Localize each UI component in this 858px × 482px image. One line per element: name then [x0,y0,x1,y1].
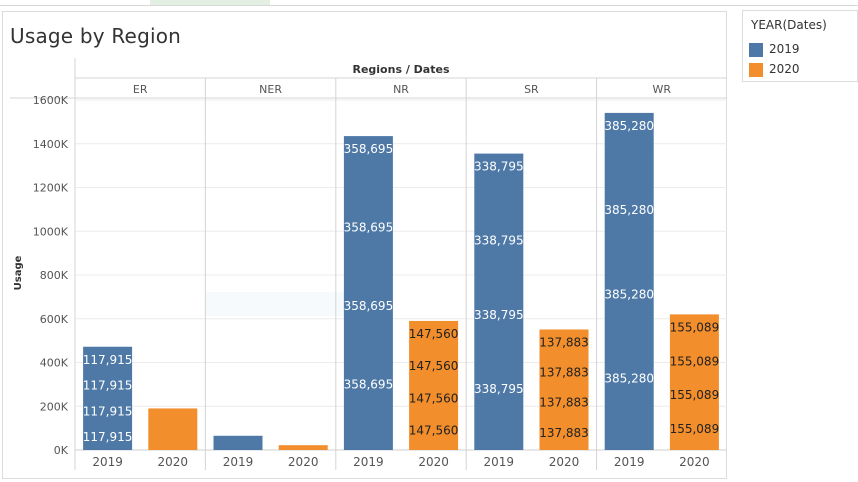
data-label: 117,915 [83,430,133,444]
data-label: 338,795 [474,382,524,396]
top-strip [0,0,858,6]
data-label: 155,089 [670,354,720,368]
data-label: 358,695 [344,378,394,392]
y-tick-label: 1600K [33,94,69,107]
x-tick-label: 2020 [549,455,580,469]
legend-swatch-2019 [749,43,763,57]
y-tick-label: 600K [40,313,69,326]
data-label: 117,915 [83,404,133,418]
y-tick-label: 800K [40,269,69,282]
data-label: 155,089 [670,422,720,436]
bar-er-2019 [83,346,133,450]
faded-tooltip-overlay [205,292,371,316]
data-label: 137,883 [539,335,589,349]
chart-title: Usage by Region [10,24,182,48]
data-label: 358,695 [344,221,394,235]
top-divider [0,5,858,6]
legend-title: YEAR(Dates) [751,18,827,32]
x-tick-label: 2020 [418,455,449,469]
data-label: 385,280 [604,119,654,133]
data-label: 147,560 [409,424,459,438]
data-label: 117,915 [83,353,133,367]
region-header-nr: NR [393,83,409,96]
data-label: 147,560 [409,359,459,373]
y-tick-label: 0K [54,444,69,457]
data-label: 155,089 [670,388,720,402]
region-header-ner: NER [259,83,282,96]
data-label: 338,795 [474,234,524,248]
region-header-wr: WR [653,83,672,96]
y-tick-label: 400K [40,357,69,370]
bar-wr-2019 [604,112,654,450]
x-tick-label: 2020 [679,455,710,469]
legend-panel: YEAR(Dates) 2019 2020 [742,10,858,82]
data-label: 385,280 [604,287,654,301]
region-header-sr: SR [524,83,539,96]
data-label: 137,883 [539,426,589,440]
x-tick-label: 2020 [158,455,189,469]
data-label: 358,695 [344,142,394,156]
bar-nr-2020 [409,320,459,450]
bar-ner-2019 [213,435,263,450]
x-tick-label: 2020 [288,455,319,469]
y-axis-title: Usage [13,255,24,290]
data-label: 147,560 [409,391,459,405]
bar-ner-2020 [278,445,328,450]
region-header-er: ER [133,83,148,96]
x-tick-label: 2019 [484,455,515,469]
data-label: 155,089 [670,320,720,334]
x-tick-label: 2019 [92,455,123,469]
data-label: 338,795 [474,308,524,322]
y-tick-label: 200K [40,400,69,413]
y-tick-label: 1200K [33,182,69,195]
data-label: 117,915 [83,379,133,393]
x-tick-label: 2019 [223,455,254,469]
data-label: 385,280 [604,203,654,217]
x-tick-label: 2019 [614,455,645,469]
legend-label-2019: 2019 [769,42,800,56]
legend-swatch-2020 [749,63,763,77]
bar-nr-2019 [343,136,393,450]
data-label: 137,883 [539,366,589,380]
bar-er-2020 [148,408,198,450]
legend-label-2020: 2020 [769,62,800,76]
column-header-title: Regions / Dates [352,63,449,76]
data-label: 147,560 [409,327,459,341]
data-label: 385,280 [604,372,654,386]
x-tick-label: 2019 [353,455,384,469]
y-tick-label: 1400K [33,138,69,151]
data-label: 358,695 [344,299,394,313]
data-label: 338,795 [474,160,524,174]
top-tab[interactable] [150,0,270,5]
data-label: 137,883 [539,396,589,410]
bar-wr-2020 [669,314,719,450]
y-tick-label: 1000K [33,225,69,238]
bar-sr-2020 [539,329,589,450]
bar-sr-2019 [474,153,524,450]
